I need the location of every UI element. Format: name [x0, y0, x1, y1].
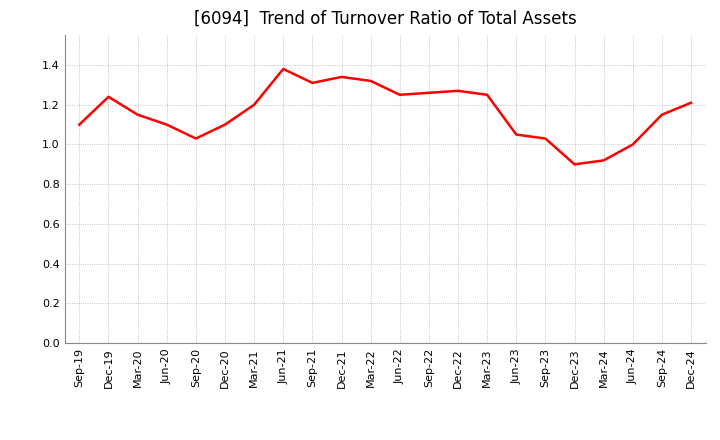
- Title: [6094]  Trend of Turnover Ratio of Total Assets: [6094] Trend of Turnover Ratio of Total …: [194, 10, 577, 28]
